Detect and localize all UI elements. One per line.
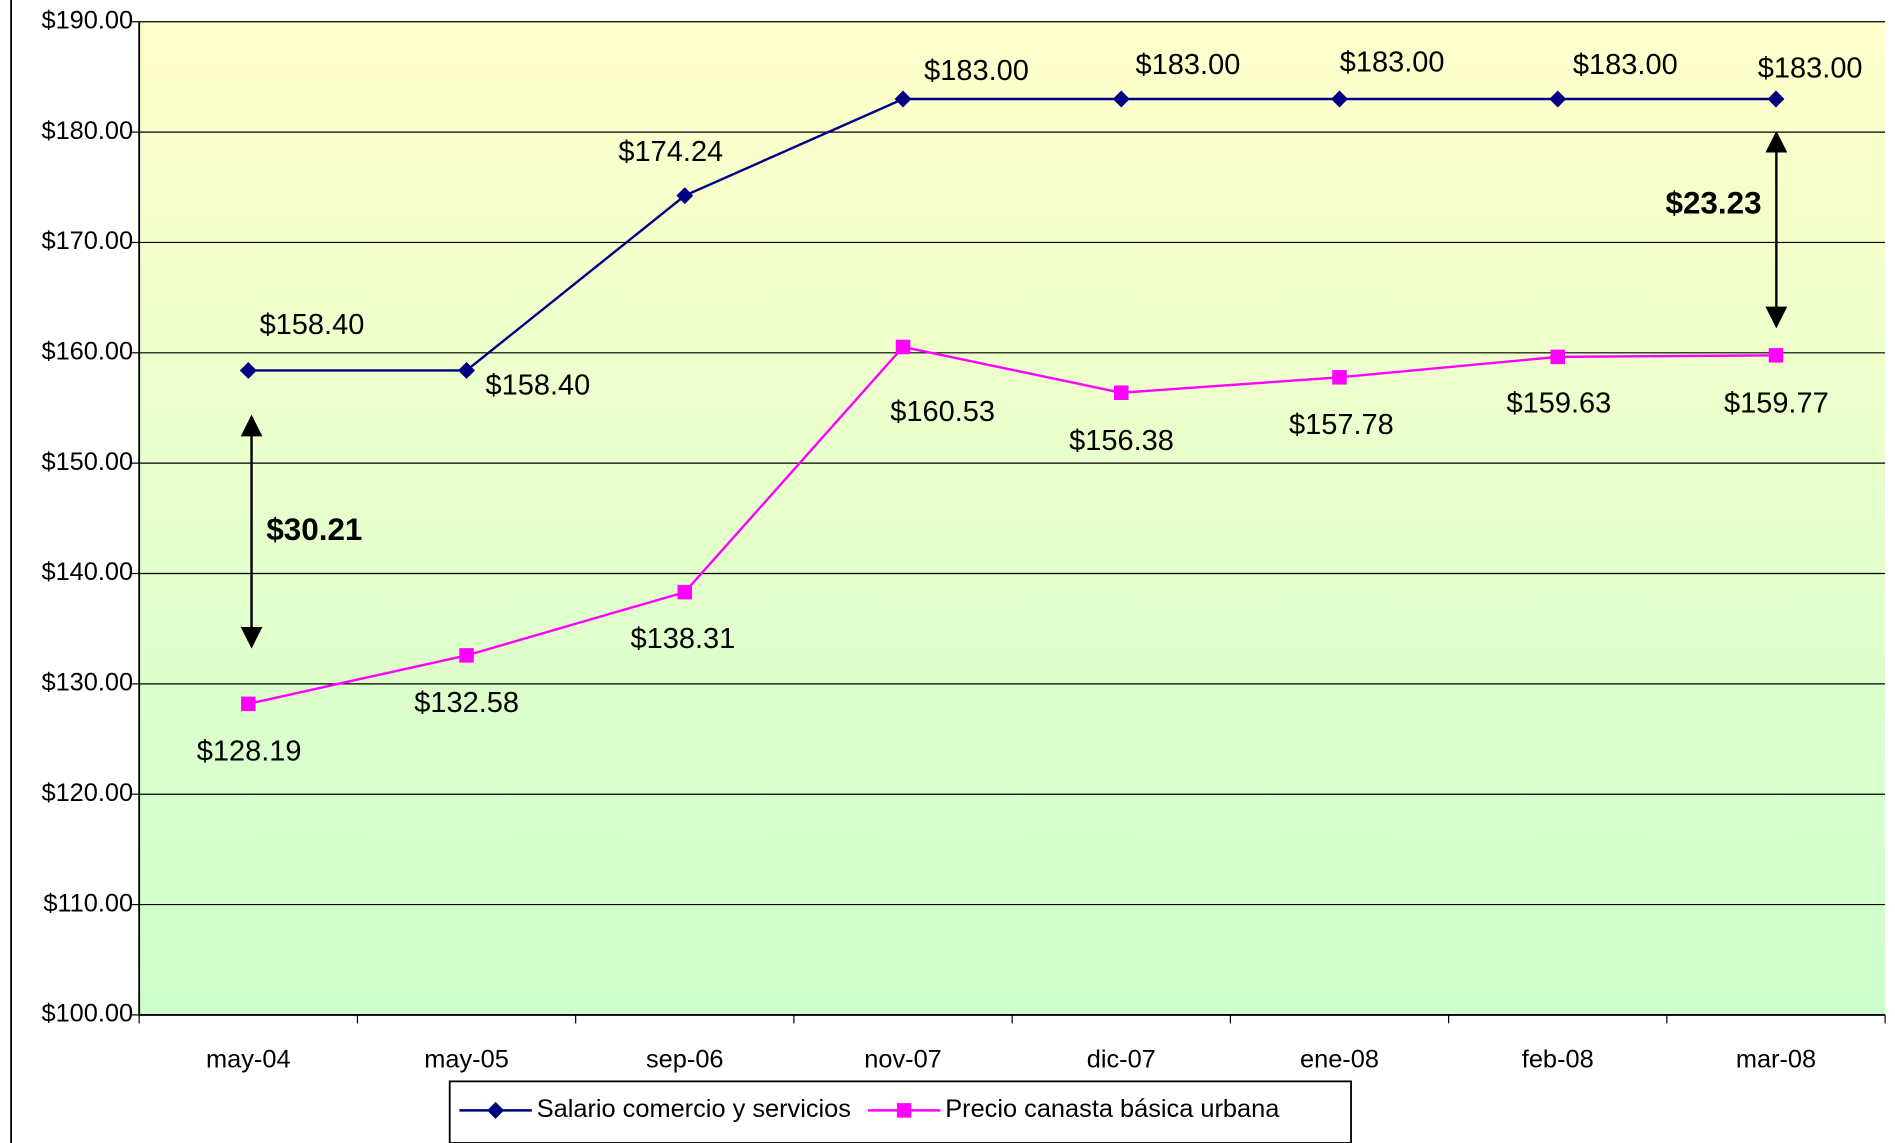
x-tick-label: sep-06 [646, 1046, 724, 1074]
marker [241, 696, 256, 712]
x-tick-label: may-04 [206, 1046, 291, 1074]
annotation: $23.23 [1665, 186, 1761, 221]
data-label: $183.00 [924, 55, 1029, 87]
x-tick-label: mar-08 [1736, 1046, 1816, 1074]
y-tick-label: $140.00 [41, 558, 133, 586]
marker [677, 584, 693, 600]
data-label: $159.63 [1506, 387, 1611, 419]
data-label: $158.40 [260, 309, 365, 341]
marker [458, 362, 476, 379]
marker [1112, 90, 1130, 108]
y-tick-label: $190.00 [41, 6, 133, 34]
marker [896, 1103, 912, 1118]
y-tick-label: $150.00 [41, 448, 133, 476]
data-label: $128.19 [197, 735, 302, 767]
series-line [248, 97, 1776, 372]
marker [487, 1101, 505, 1119]
data-label: $183.00 [1758, 53, 1863, 85]
legend: Salario comercio y servicios Precio canas… [448, 1080, 1352, 1143]
marker [1331, 90, 1348, 108]
data-label: $158.40 [486, 369, 591, 401]
legend-label: Salario comercio y servicios [537, 1095, 851, 1123]
x-tick-label: nov-07 [864, 1046, 942, 1074]
marker [676, 187, 694, 205]
marker [1550, 349, 1565, 365]
data-label: $159.77 [1724, 387, 1829, 419]
marker [1114, 385, 1129, 401]
marker [1332, 370, 1347, 385]
data-label: $174.24 [618, 136, 723, 168]
x-tick-label: feb-08 [1522, 1046, 1594, 1074]
y-tick-label: $180.00 [41, 117, 133, 145]
y-tick-label: $170.00 [41, 227, 133, 255]
y-tick-label: $120.00 [41, 779, 133, 807]
legend-label: Precio canasta básica urbana [945, 1095, 1280, 1123]
y-tick-label: $110.00 [43, 889, 133, 917]
marker [1549, 90, 1567, 108]
marker [239, 362, 257, 379]
y-tick-label: $100.00 [41, 1000, 133, 1028]
x-tick-label: may-05 [424, 1046, 509, 1074]
x-tick-label: ene-08 [1300, 1046, 1379, 1074]
data-label: $183.00 [1136, 49, 1241, 81]
data-label: $183.00 [1340, 47, 1445, 79]
data-label: $160.53 [890, 396, 995, 428]
series-line [248, 345, 1776, 706]
y-tick-label: $160.00 [41, 338, 133, 366]
data-label: $183.00 [1573, 49, 1678, 81]
data-label: $157.78 [1289, 409, 1394, 441]
marker [895, 339, 911, 355]
marker [894, 90, 912, 108]
data-label: $138.31 [631, 623, 736, 655]
y-tick-label: $130.00 [41, 669, 133, 697]
marker [1767, 90, 1785, 108]
data-label: $132.58 [414, 687, 519, 719]
data-label: $156.38 [1069, 425, 1174, 457]
marker [459, 648, 474, 663]
plot-area [139, 21, 1886, 1015]
annotation: $30.21 [266, 512, 362, 547]
x-tick-label: dic-07 [1087, 1046, 1156, 1074]
marker [1768, 348, 1784, 363]
